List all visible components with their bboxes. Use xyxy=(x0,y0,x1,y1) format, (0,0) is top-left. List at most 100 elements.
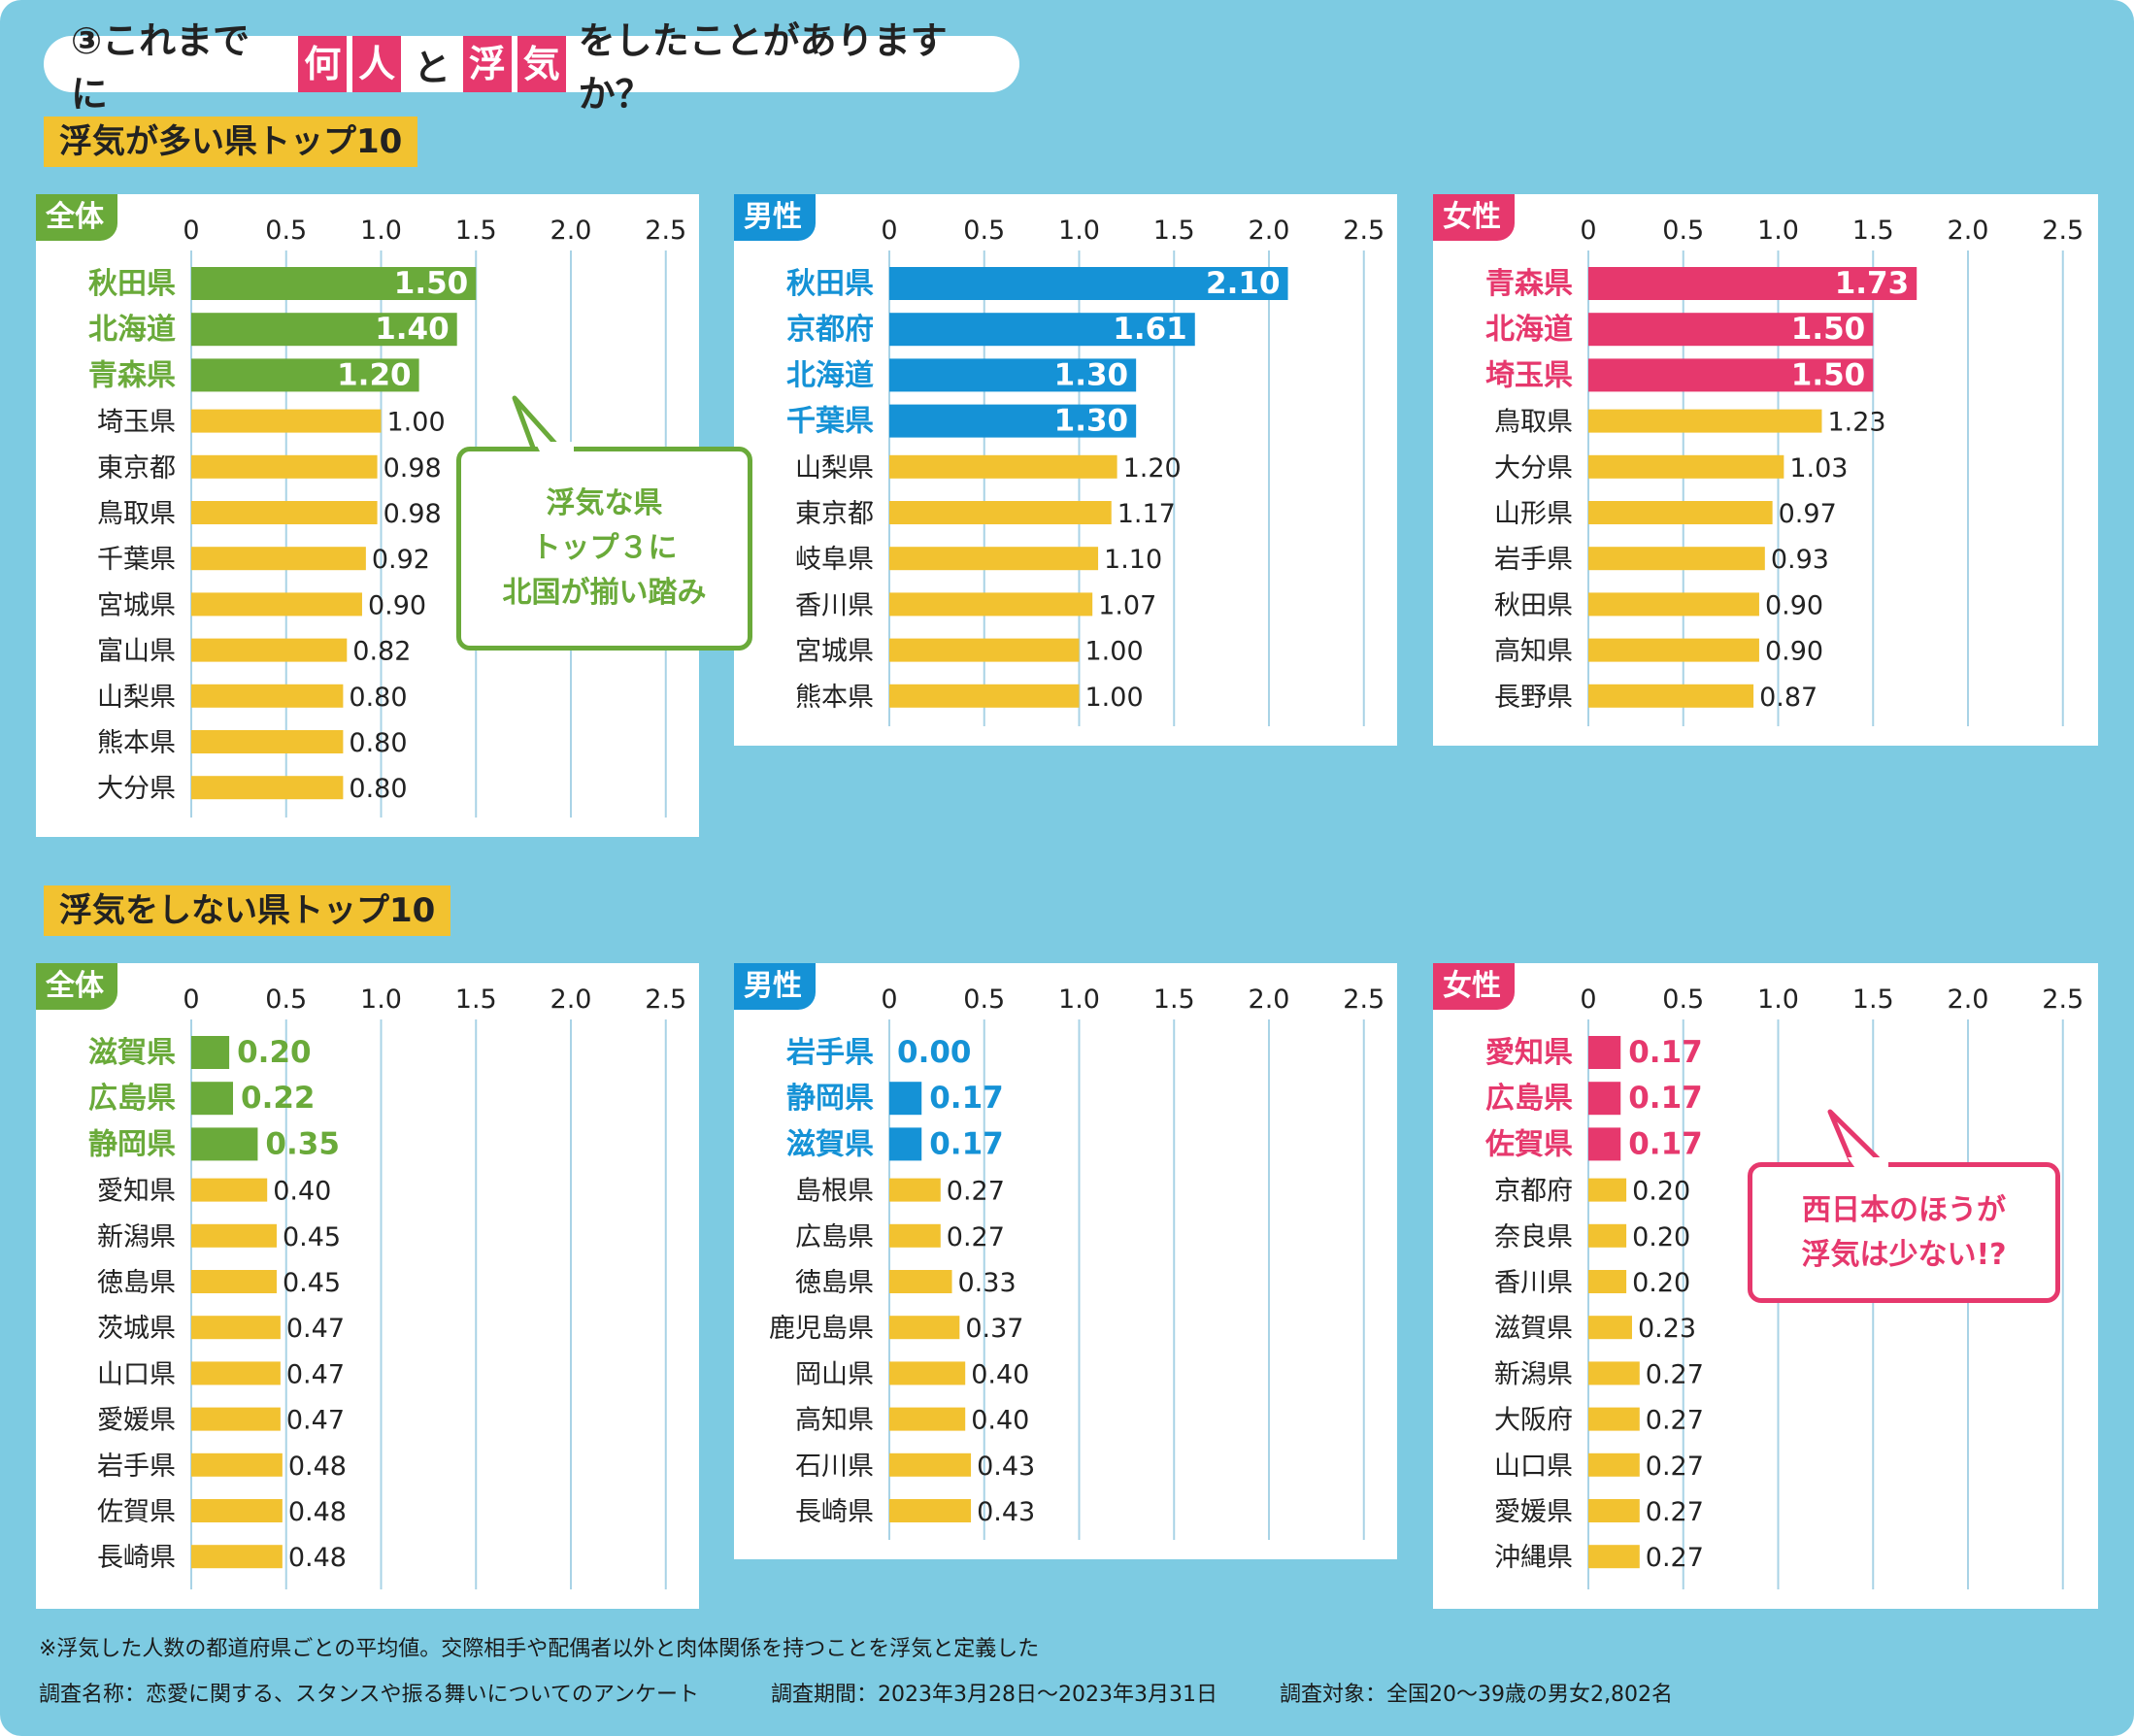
tick-label: 2.5 xyxy=(1343,216,1384,246)
data-label: 0.20 xyxy=(1632,1268,1690,1298)
data-label: 1.00 xyxy=(1085,683,1144,713)
bar xyxy=(1588,501,1773,524)
tick-label: 1.5 xyxy=(455,985,497,1015)
data-label: 0.87 xyxy=(1759,683,1817,713)
category-label: 滋賀県 xyxy=(1494,1314,1573,1344)
tick-label: 0 xyxy=(881,985,897,1015)
tick-label: 1.0 xyxy=(1757,216,1799,246)
category-label: 山梨県 xyxy=(795,453,874,484)
bar xyxy=(191,730,344,753)
bar xyxy=(191,547,366,571)
bar xyxy=(191,776,344,800)
category-label: 熊本県 xyxy=(97,728,176,758)
chart-svg: 0 0.5 1.0 1.5 2.0 2.5 秋田県 1.50 北海道 1.40 青森県 1.20 埼玉県… xyxy=(88,216,686,818)
bar xyxy=(1588,1499,1640,1522)
data-label: 0.17 xyxy=(929,1081,1004,1116)
bar xyxy=(191,313,457,347)
tab-all: 全体 xyxy=(36,194,117,241)
tick-label: 2.5 xyxy=(2042,985,2084,1015)
category-label: 秋田県 xyxy=(1494,590,1573,620)
callout-tail-cover xyxy=(535,442,574,455)
category-label: 山形県 xyxy=(1494,499,1573,529)
chart-svg: 0 0.5 1.0 1.5 2.0 2.5 青森県 1.73 北海道 1.50 埼玉県 1.50 鳥取県… xyxy=(1485,216,2084,726)
chart-panel-least-all: 全体 0 0.5 1.0 1.5 2.0 2.5 滋賀県 0.20 広島県 0.22 静岡県 0.35… xyxy=(36,963,699,1609)
data-label: 0.27 xyxy=(1646,1543,1704,1573)
data-label: 0.00 xyxy=(897,1035,972,1070)
tick-label: 2.0 xyxy=(550,216,592,246)
tick-label: 1.5 xyxy=(1852,216,1894,246)
category-label: 香川県 xyxy=(1494,1268,1573,1298)
category-label: 大分県 xyxy=(97,774,176,804)
data-label: 0.35 xyxy=(265,1126,340,1161)
bar xyxy=(889,454,1117,479)
bar xyxy=(1588,358,1874,392)
data-label: 0.17 xyxy=(929,1126,1004,1161)
bar xyxy=(191,1545,283,1569)
data-label: 1.17 xyxy=(1117,499,1176,529)
tick-label: 2.0 xyxy=(1948,216,1989,246)
tick-label: 2.0 xyxy=(1249,985,1290,1015)
chart-panel-most-female: 女性 0 0.5 1.0 1.5 2.0 2.5 青森県 1.73 北海道 1.50 埼玉県 1.50… xyxy=(1433,194,2098,746)
tick-label: 0 xyxy=(183,216,199,246)
chart-panel-most-male: 男性 0 0.5 1.0 1.5 2.0 2.5 秋田県 2.10 京都府 1.61 北海道 1.30… xyxy=(734,194,1397,746)
bar xyxy=(1588,1036,1621,1069)
bar xyxy=(191,1499,283,1522)
data-label: 0.45 xyxy=(283,1222,341,1252)
tick-label: 1.0 xyxy=(1058,216,1100,246)
bar xyxy=(889,638,1080,662)
tick-label: 0.5 xyxy=(265,216,307,246)
chart-svg: 0 0.5 1.0 1.5 2.0 2.5 秋田県 2.10 京都府 1.61 北海道 1.30 千葉県… xyxy=(786,216,1384,726)
category-label: 岩手県 xyxy=(97,1452,176,1482)
tick-label: 1.0 xyxy=(1058,985,1100,1015)
bar xyxy=(191,1407,281,1431)
category-label: 茨城県 xyxy=(97,1314,176,1344)
callout-line: 北国が揃い踏み xyxy=(502,576,707,610)
survey-info: 調査名称：恋愛に関する、スタンスや振る舞いについてのアンケート 調査期間：202… xyxy=(39,1677,1673,1708)
category-label: 広島県 xyxy=(1485,1082,1573,1116)
data-label: 0.47 xyxy=(286,1359,345,1389)
category-label: 静岡県 xyxy=(786,1082,874,1116)
bar xyxy=(191,409,382,433)
data-label: 1.61 xyxy=(1113,312,1187,347)
bar xyxy=(191,358,419,392)
tick-label: 1.0 xyxy=(1757,985,1799,1015)
tick-label: 2.0 xyxy=(550,985,592,1015)
data-label: 2.10 xyxy=(1206,266,1281,301)
bar xyxy=(1588,1082,1621,1116)
data-label: 0.90 xyxy=(1765,637,1823,667)
bar xyxy=(889,1499,972,1522)
category-label: 徳島県 xyxy=(97,1268,176,1298)
tick-label: 0 xyxy=(881,216,897,246)
callout-tail-cover xyxy=(1848,1157,1888,1171)
tick-label: 0.5 xyxy=(963,216,1005,246)
category-label: 新潟県 xyxy=(1494,1359,1573,1389)
category-label: 香川県 xyxy=(795,590,874,620)
data-label: 0.40 xyxy=(971,1359,1029,1389)
bar xyxy=(191,592,362,617)
data-label: 0.93 xyxy=(1771,545,1829,575)
data-label: 0.98 xyxy=(383,499,442,529)
category-label: 埼玉県 xyxy=(1485,358,1573,392)
title-prefix: ③これまでに xyxy=(71,19,250,116)
bar xyxy=(1588,313,1874,347)
data-label: 0.47 xyxy=(286,1314,345,1344)
data-label: 1.30 xyxy=(1054,404,1129,439)
title-highlight-1: 何 xyxy=(298,36,348,92)
callout-line: 浮気は少ない!? xyxy=(1801,1237,2007,1272)
data-label: 1.50 xyxy=(394,266,469,301)
title-highlight-4: 気 xyxy=(517,36,566,92)
callout-line: 西日本のほうが xyxy=(1802,1192,2006,1227)
bar xyxy=(889,547,1099,571)
category-label: 富山県 xyxy=(97,637,176,667)
category-label: 徳島県 xyxy=(795,1268,874,1298)
tick-label: 0.5 xyxy=(1662,985,1704,1015)
bar xyxy=(889,1178,941,1202)
chart-svg: 0 0.5 1.0 1.5 2.0 2.5 愛知県 0.17 広島県 0.17 佐賀県 0.17 京都府… xyxy=(1484,985,2084,1589)
category-label: 岐阜県 xyxy=(795,545,874,575)
category-label: 宮城県 xyxy=(97,590,176,620)
bar xyxy=(1588,409,1822,433)
category-label: 宮城県 xyxy=(795,637,874,667)
category-label: 山口県 xyxy=(97,1359,176,1389)
tick-label: 1.0 xyxy=(360,216,402,246)
data-label: 0.17 xyxy=(1628,1126,1703,1161)
